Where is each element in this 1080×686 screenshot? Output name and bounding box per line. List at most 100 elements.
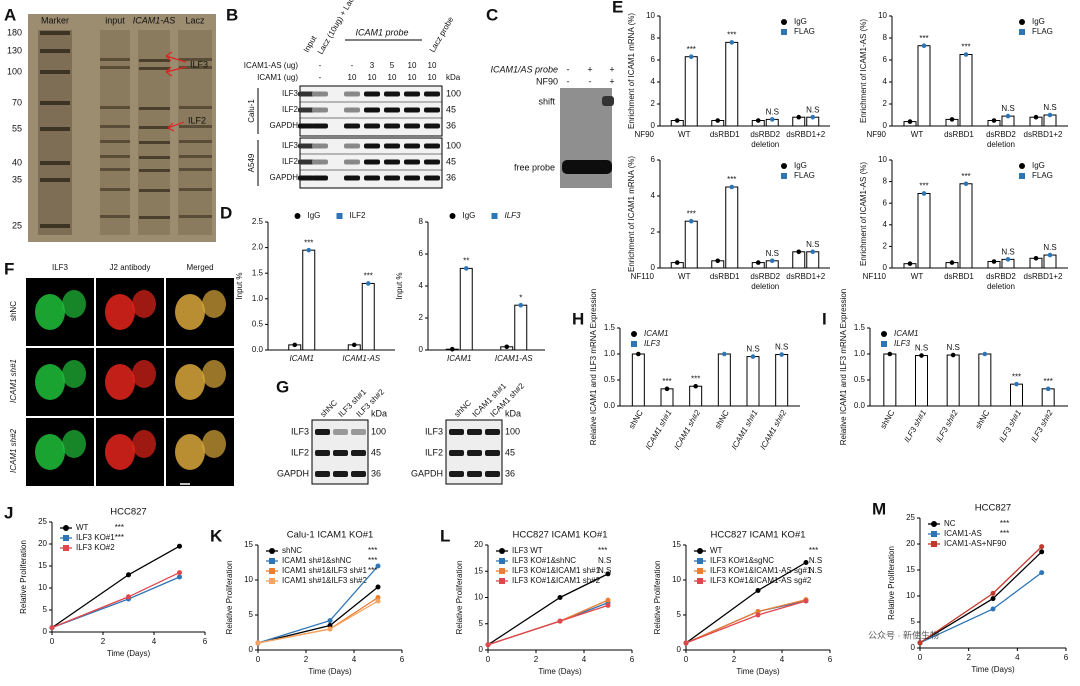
kda: 36 bbox=[371, 468, 381, 478]
blot-band bbox=[298, 107, 314, 113]
blot-band bbox=[344, 91, 360, 97]
legend-marker bbox=[781, 19, 787, 25]
y-tick-label: 0.5 bbox=[604, 375, 616, 384]
legend-marker bbox=[269, 548, 275, 554]
legend-label: ILF3 KO#1&shNC bbox=[512, 556, 576, 565]
blot-band bbox=[424, 159, 440, 165]
panel-letter: M bbox=[872, 499, 886, 518]
line bbox=[487, 599, 609, 646]
bar-dot bbox=[365, 281, 371, 286]
point bbox=[917, 640, 923, 646]
cell: - bbox=[567, 76, 570, 86]
blot-band bbox=[424, 91, 440, 97]
x-tick-label: shNC bbox=[974, 408, 992, 430]
gel-lane bbox=[178, 30, 212, 235]
cell: + bbox=[587, 64, 592, 74]
bar-dot bbox=[887, 351, 893, 357]
x-tick-label: dsRBD2 bbox=[986, 272, 1016, 281]
y-tick-label: 0.0 bbox=[252, 345, 264, 354]
band bbox=[100, 125, 130, 128]
legend-marker bbox=[931, 541, 937, 547]
band bbox=[100, 140, 130, 143]
panel-letter: J bbox=[4, 503, 13, 522]
blot-band bbox=[312, 143, 328, 149]
kda: 45 bbox=[446, 156, 456, 166]
point bbox=[1039, 549, 1045, 555]
cell: - bbox=[319, 73, 322, 82]
significance: *** bbox=[1043, 377, 1052, 386]
row-label: NF90 bbox=[866, 130, 886, 139]
blot-band bbox=[364, 175, 380, 181]
kda: 100 bbox=[371, 426, 386, 436]
annotation: *** bbox=[368, 556, 377, 565]
y-tick-label: 0.0 bbox=[854, 401, 866, 410]
bar-dot bbox=[688, 218, 694, 224]
row-label: ILF2 bbox=[291, 447, 309, 457]
bar-dot bbox=[449, 346, 455, 352]
x-tick-label: 0 bbox=[256, 655, 261, 664]
row-label: ICAM1-AS (ug) bbox=[244, 61, 299, 70]
band bbox=[179, 140, 212, 143]
blot-band bbox=[315, 450, 330, 456]
point bbox=[605, 602, 611, 608]
point bbox=[177, 574, 182, 580]
band bbox=[100, 168, 130, 171]
bar-dot bbox=[636, 351, 641, 357]
nucleus bbox=[105, 294, 135, 330]
y-tick-label: 0.0 bbox=[604, 401, 616, 410]
row-label: GAPDH bbox=[270, 173, 299, 182]
point bbox=[803, 560, 809, 565]
x-axis-label: deletion bbox=[987, 282, 1015, 291]
y-tick-label: 15 bbox=[474, 566, 483, 575]
y-tick-label: 10 bbox=[38, 583, 47, 592]
x-tick-label: 0 bbox=[486, 655, 491, 664]
cell-line: Calu-1 bbox=[247, 99, 256, 123]
y-tick-label: 8 bbox=[419, 217, 424, 226]
y-tick-label: 0 bbox=[911, 643, 916, 652]
bar-dot bbox=[907, 261, 913, 266]
row-label: ILF3 bbox=[282, 89, 299, 98]
significance: *** bbox=[961, 43, 970, 52]
point bbox=[485, 642, 491, 648]
blot-band bbox=[424, 175, 440, 181]
y-axis-label: Relative Proliferation bbox=[455, 561, 464, 635]
x-tick-label: 6 bbox=[828, 655, 833, 664]
bar bbox=[1010, 383, 1023, 407]
blot-band bbox=[312, 91, 328, 97]
x-tick-label: dsRBD2 bbox=[750, 130, 780, 139]
significance: *** bbox=[961, 172, 970, 181]
panel-letter: B bbox=[226, 5, 238, 24]
blot-band bbox=[333, 471, 348, 477]
y-tick-label: 10 bbox=[878, 155, 887, 164]
legend-marker bbox=[881, 331, 887, 337]
blot-band bbox=[364, 107, 380, 113]
y-axis-label: Input % bbox=[235, 272, 244, 299]
bar-dot bbox=[796, 249, 802, 255]
annotation: N.S bbox=[809, 556, 822, 565]
marker-band bbox=[40, 70, 70, 74]
legend-marker bbox=[294, 213, 301, 219]
row-label: GAPDH bbox=[411, 468, 443, 478]
legend-label: ILF3 KO#1&ICAM1-AS sg#2 bbox=[710, 576, 812, 585]
marker-label: 70 bbox=[12, 97, 22, 107]
bar-dot bbox=[674, 260, 680, 265]
chart-title: HCC827 ICAM1 KO#1 bbox=[512, 530, 607, 541]
band bbox=[139, 141, 170, 144]
x-axis-label: deletion bbox=[987, 140, 1015, 149]
band bbox=[179, 66, 212, 69]
blot-band bbox=[404, 175, 420, 181]
x-tick-label: ICAM1-AS bbox=[342, 354, 380, 363]
band bbox=[139, 126, 170, 129]
point bbox=[990, 606, 996, 612]
bar bbox=[689, 385, 703, 407]
legend-marker bbox=[781, 29, 787, 35]
bar-dot bbox=[755, 260, 761, 265]
point bbox=[375, 584, 381, 590]
cell: 10 bbox=[388, 73, 397, 82]
x-tick-label: 6 bbox=[630, 655, 635, 664]
y-tick-label: 1.5 bbox=[604, 323, 616, 332]
y-tick-label: 10 bbox=[244, 575, 253, 584]
point bbox=[177, 570, 182, 576]
band bbox=[139, 189, 170, 192]
